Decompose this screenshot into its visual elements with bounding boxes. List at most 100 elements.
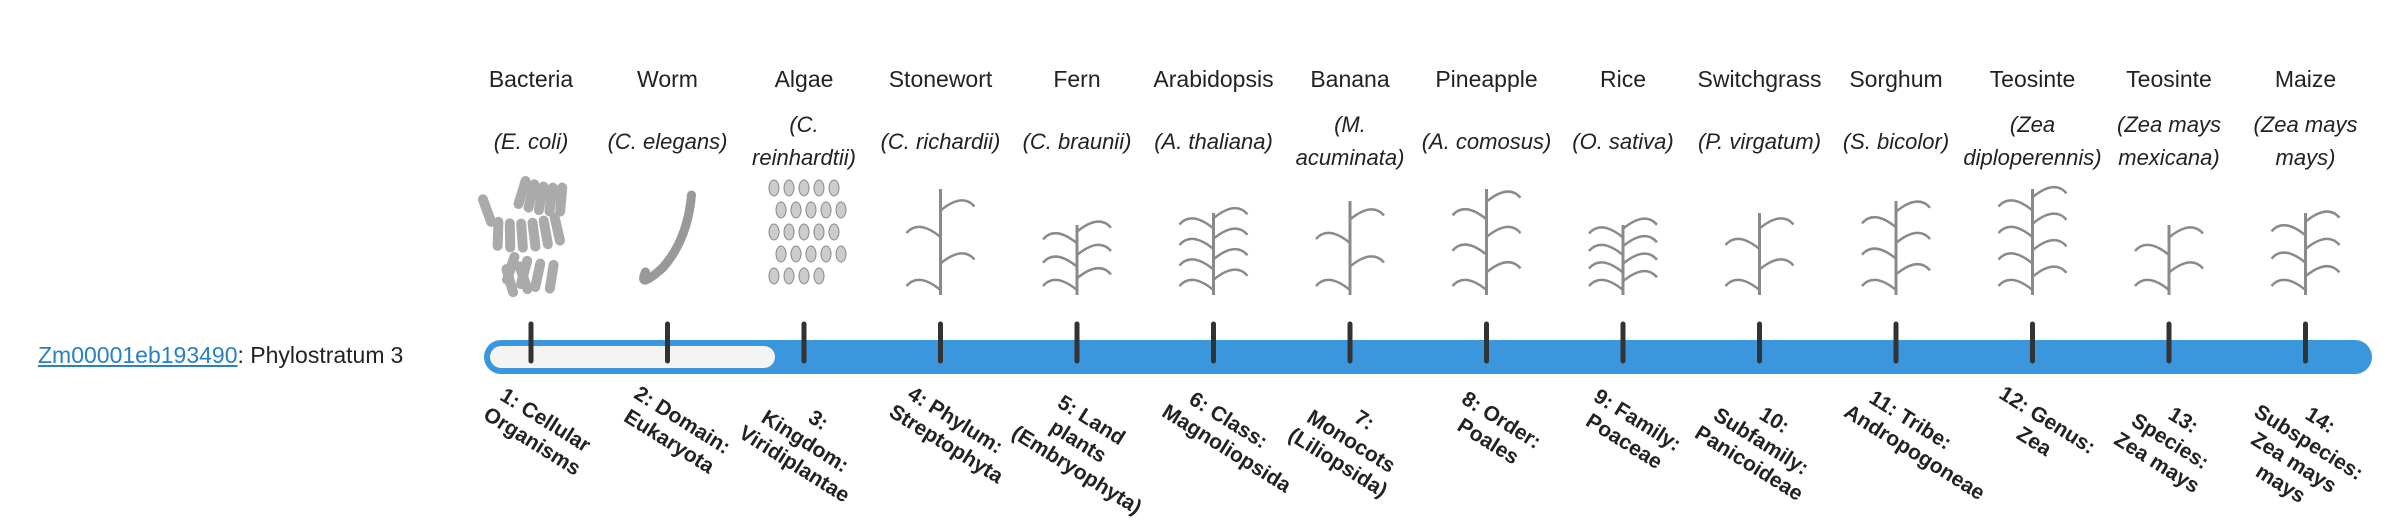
alga-cell: [775, 201, 787, 219]
leaf: [905, 278, 942, 291]
alga-cell: [805, 201, 817, 219]
organism-species: (Zea diploperennis): [1963, 112, 2102, 170]
worm: [639, 190, 696, 285]
leaf: [1076, 243, 1112, 256]
leaf: [1349, 208, 1385, 221]
gene-link[interactable]: Zm00001eb193490: [38, 342, 238, 368]
bacterium: [504, 218, 516, 253]
organism-species: (C. reinhardtii): [752, 112, 856, 170]
leaf: [1861, 278, 1897, 291]
organism-name: Arabidopsis: [1153, 66, 1274, 92]
leaf: [2031, 212, 2068, 225]
leaf: [1212, 248, 1249, 261]
leaf: [1178, 217, 1215, 230]
leaf: [1451, 278, 1488, 291]
alga-cell: [768, 223, 780, 241]
organism-illustration: [2270, 210, 2341, 295]
organism-name: Switchgrass: [1697, 66, 1822, 92]
bacterium: [544, 259, 559, 294]
leaf: [1315, 278, 1351, 291]
phylostratum-text: : Phylostratum: [237, 342, 385, 368]
organism-illustration: [1042, 220, 1112, 295]
leaf: [1895, 231, 1931, 244]
leaf: [1724, 278, 1761, 291]
leaf: [1349, 255, 1385, 268]
organism-illustration: [1997, 186, 2068, 295]
alga-cell: [798, 223, 810, 241]
organism-illustration: [768, 179, 847, 285]
organism-name: Sorghum: [1849, 66, 1943, 92]
organism-species: (M. acuminata): [1295, 112, 1405, 170]
leaf: [1212, 268, 1249, 281]
leaf: [1622, 252, 1658, 265]
alga-cell: [813, 223, 825, 241]
leaf: [1997, 252, 2034, 265]
organism-species: (P. virgatum): [1697, 128, 1822, 154]
organism-species: (A. thaliana): [1154, 128, 1273, 154]
organism-illustration: [1861, 200, 1931, 295]
organism-species: (E. coli): [493, 128, 569, 154]
organism-illustration: [1451, 189, 1522, 295]
alga-cell: [798, 179, 810, 197]
leaf: [1724, 237, 1761, 250]
bacterium: [523, 179, 540, 213]
leaf: [2304, 237, 2341, 250]
leaf: [2134, 278, 2170, 291]
organism-illustration: [1588, 217, 1658, 295]
organism-name: Fern: [1053, 66, 1101, 92]
bacterium: [544, 182, 558, 217]
leaf: [1076, 220, 1112, 233]
organism-illustration: [905, 189, 976, 295]
leaf: [1997, 225, 2034, 238]
leaf: [1588, 278, 1624, 291]
gene-label: Zm00001eb193490: Phylostratum 3: [38, 340, 403, 370]
leaf: [1178, 258, 1215, 271]
organism-name: Worm: [637, 66, 698, 92]
organism-species: (S. bicolor): [1842, 128, 1950, 154]
bacterium: [530, 258, 546, 293]
leaf: [939, 252, 976, 265]
leaf: [2031, 239, 2068, 252]
leaf: [1485, 225, 1522, 238]
leaf: [1178, 237, 1215, 250]
leaf: [1485, 190, 1522, 203]
alga-cell: [813, 179, 825, 197]
bacterium: [538, 215, 553, 250]
organism-name: Algae: [774, 66, 834, 92]
leaf: [1861, 247, 1897, 260]
leaf: [2168, 226, 2204, 239]
leaf: [2134, 243, 2170, 256]
organism-name: Banana: [1310, 66, 1390, 92]
leaf: [1997, 199, 2034, 212]
organism-species: (A. comosus): [1421, 128, 1552, 154]
organism-name: Teosinte: [1989, 66, 2076, 92]
leaf: [1997, 278, 2034, 291]
bacterium: [492, 216, 504, 251]
bacterium: [513, 176, 531, 209]
leaf: [1588, 261, 1624, 274]
timeline-bar: [484, 340, 2372, 374]
phylostratum-number: 3: [390, 342, 404, 368]
alga-cell: [790, 245, 802, 263]
organism-species: (C. braunii): [1022, 128, 1132, 154]
alga-cell: [783, 267, 795, 285]
organism-illustration: [477, 176, 568, 298]
alga-cell: [798, 267, 810, 285]
leaf: [2304, 265, 2341, 278]
alga-cell: [835, 245, 847, 263]
leaf: [2031, 186, 2068, 199]
organism-name: Teosinte: [2126, 66, 2212, 92]
alga-cell: [835, 201, 847, 219]
leaf: [1212, 227, 1249, 240]
leaf: [1622, 217, 1658, 230]
leaf: [1895, 263, 1931, 276]
organism-illustration: [1724, 213, 1795, 295]
alga-cell: [805, 245, 817, 263]
alga-cell: [768, 179, 780, 197]
bacterium: [527, 217, 541, 252]
organism-species: (Zea mays mexicana): [2117, 112, 2221, 170]
organism-illustration: [639, 190, 696, 285]
organism-species: (O. sativa): [1572, 128, 1674, 154]
organism-name: Maize: [2274, 66, 2337, 92]
